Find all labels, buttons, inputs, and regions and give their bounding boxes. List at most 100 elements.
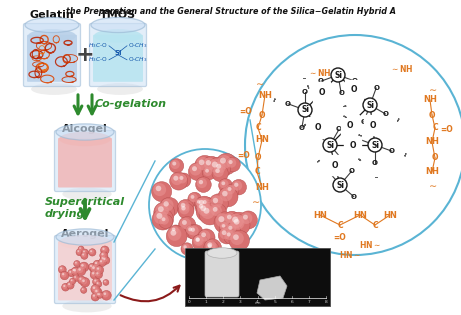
Circle shape: [171, 174, 183, 185]
Circle shape: [97, 292, 103, 298]
Circle shape: [160, 215, 169, 225]
Text: O: O: [349, 168, 355, 174]
Circle shape: [94, 261, 99, 266]
Circle shape: [224, 211, 241, 228]
Circle shape: [100, 255, 108, 263]
Circle shape: [243, 215, 248, 220]
Circle shape: [171, 230, 176, 236]
Circle shape: [189, 226, 199, 236]
Circle shape: [212, 162, 218, 168]
Circle shape: [199, 204, 203, 209]
Circle shape: [82, 288, 83, 290]
Circle shape: [219, 216, 225, 222]
Circle shape: [97, 282, 99, 284]
Circle shape: [298, 103, 312, 117]
Circle shape: [178, 201, 189, 212]
Circle shape: [97, 293, 99, 295]
Circle shape: [79, 262, 89, 272]
Circle shape: [215, 169, 220, 173]
Circle shape: [190, 195, 195, 199]
Text: C: C: [432, 123, 438, 133]
Circle shape: [196, 201, 217, 222]
Circle shape: [230, 215, 250, 235]
FancyBboxPatch shape: [58, 241, 112, 301]
Circle shape: [168, 227, 181, 241]
Circle shape: [177, 174, 187, 183]
Circle shape: [90, 265, 92, 267]
Text: 0: 0: [188, 300, 190, 304]
FancyBboxPatch shape: [185, 248, 330, 306]
Circle shape: [81, 264, 84, 267]
FancyBboxPatch shape: [93, 35, 143, 82]
Circle shape: [239, 211, 257, 229]
Circle shape: [189, 193, 198, 202]
Circle shape: [77, 276, 86, 284]
Circle shape: [161, 217, 165, 221]
Circle shape: [99, 259, 104, 264]
Circle shape: [71, 267, 78, 275]
Text: $\sim$: $\sim$: [250, 195, 261, 205]
Circle shape: [216, 214, 230, 227]
Text: O-$CH_3$: O-$CH_3$: [128, 55, 148, 64]
Circle shape: [199, 200, 204, 205]
Circle shape: [67, 282, 72, 287]
Circle shape: [212, 165, 228, 181]
Circle shape: [200, 205, 206, 211]
Text: O: O: [373, 85, 379, 91]
Text: NH: NH: [425, 138, 439, 146]
Circle shape: [228, 226, 232, 230]
Circle shape: [222, 191, 228, 197]
Circle shape: [231, 216, 244, 230]
Circle shape: [152, 209, 173, 230]
Circle shape: [71, 279, 72, 281]
Text: O: O: [349, 140, 356, 150]
Text: HN: HN: [255, 135, 269, 145]
Circle shape: [103, 292, 106, 295]
Circle shape: [81, 278, 87, 284]
Text: =O: =O: [239, 107, 252, 117]
Ellipse shape: [62, 300, 112, 312]
Circle shape: [224, 229, 238, 244]
Text: O: O: [313, 130, 319, 136]
Circle shape: [74, 261, 78, 265]
Circle shape: [98, 293, 100, 295]
Circle shape: [169, 225, 182, 238]
Circle shape: [234, 183, 238, 187]
Text: $\sim$: $\sim$: [427, 83, 438, 93]
Text: O: O: [259, 111, 265, 119]
Text: HN: HN: [313, 210, 327, 220]
Circle shape: [213, 198, 218, 203]
Circle shape: [203, 158, 216, 170]
Circle shape: [60, 271, 69, 280]
Circle shape: [100, 246, 109, 255]
Circle shape: [203, 200, 207, 204]
Ellipse shape: [97, 83, 143, 95]
Circle shape: [213, 207, 218, 212]
Text: TMOS: TMOS: [100, 10, 136, 20]
Circle shape: [205, 240, 217, 252]
Text: Supercritical
drying: Supercritical drying: [45, 197, 125, 219]
Circle shape: [94, 288, 102, 297]
Circle shape: [195, 198, 203, 207]
Circle shape: [214, 212, 236, 233]
Circle shape: [166, 226, 187, 247]
Text: Si: Si: [301, 106, 309, 114]
Circle shape: [198, 203, 211, 216]
Circle shape: [229, 230, 249, 251]
Circle shape: [232, 217, 238, 223]
Text: Si: Si: [371, 140, 379, 150]
Circle shape: [66, 282, 74, 289]
Text: the Preparation and the General Structure of the Silica−Gelatin Hybrid A: the Preparation and the General Structur…: [66, 7, 396, 16]
Circle shape: [68, 283, 70, 285]
Text: O: O: [352, 78, 358, 84]
Circle shape: [89, 263, 96, 271]
Circle shape: [222, 224, 225, 228]
Text: 7: 7: [307, 300, 310, 304]
Circle shape: [172, 228, 176, 231]
Text: O: O: [299, 125, 305, 131]
Circle shape: [73, 269, 76, 272]
Text: 6: 6: [290, 300, 293, 304]
Text: O: O: [318, 78, 324, 84]
FancyBboxPatch shape: [58, 138, 112, 187]
Circle shape: [96, 282, 100, 286]
